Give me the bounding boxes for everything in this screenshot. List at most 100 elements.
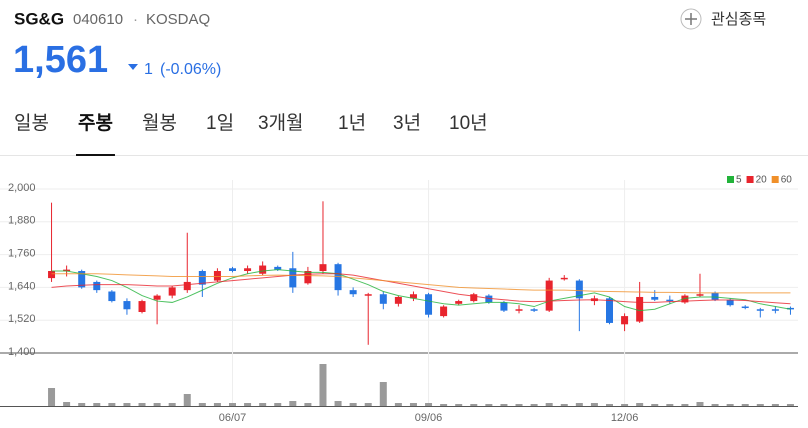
- legend-swatch: [746, 176, 754, 183]
- plus-icon: [685, 13, 697, 25]
- volume-bar: [621, 404, 629, 406]
- volume-bar: [63, 402, 71, 406]
- candle-body: [379, 294, 387, 304]
- volume-bar: [786, 404, 794, 406]
- volume-bar: [409, 403, 417, 406]
- tab[interactable]: 주봉: [78, 112, 113, 134]
- candle-body: [636, 296, 644, 322]
- x-tick-label: 12/06: [611, 412, 639, 424]
- candle-body: [108, 291, 116, 302]
- down-arrow: [128, 64, 138, 70]
- volume-bar: [198, 403, 206, 406]
- candle-body: [93, 281, 101, 291]
- watch-label: 관심종목: [711, 11, 766, 28]
- candle-body: [289, 268, 297, 288]
- x-tick-label: 06/07: [219, 412, 247, 424]
- volume-bar: [108, 403, 116, 406]
- volume-bar: [244, 403, 252, 406]
- candle-body: [394, 296, 402, 304]
- volume-bar: [394, 403, 402, 406]
- tab[interactable]: 월봉: [142, 112, 177, 134]
- volume-bar: [349, 403, 357, 406]
- legend-label: 5: [736, 175, 742, 186]
- volume-bar: [93, 403, 101, 406]
- volume-bar: [213, 403, 221, 406]
- tab[interactable]: 10년: [449, 112, 488, 134]
- candle-body: [364, 294, 372, 296]
- volume-bar: [590, 403, 598, 406]
- volume-bar: [636, 403, 644, 406]
- candle-body: [666, 299, 674, 302]
- candle-body: [726, 299, 734, 306]
- candle-body: [470, 294, 478, 302]
- candle-body: [274, 266, 282, 270]
- volume-bar: [274, 403, 282, 406]
- volume-bar: [425, 403, 433, 406]
- candle-body: [63, 269, 71, 272]
- watch-button[interactable]: 관심종목: [680, 8, 766, 30]
- moving-average: [51, 273, 791, 305]
- tab[interactable]: 3년: [393, 112, 421, 134]
- market: KOSDAQ: [146, 11, 210, 28]
- candle-body: [153, 295, 161, 300]
- candle-body: [530, 309, 538, 311]
- candle-body: [455, 301, 463, 304]
- candle-body: [123, 301, 131, 310]
- candle-body: [138, 301, 146, 312]
- volume-bar: [560, 404, 568, 406]
- volume-bar: [78, 403, 86, 406]
- candle-body: [606, 298, 613, 323]
- y-tick-label: 2,000: [8, 182, 36, 194]
- candle-body: [440, 306, 448, 317]
- candle-body: [485, 295, 493, 303]
- legend-label: 20: [756, 175, 768, 186]
- volume-bar: [575, 403, 583, 406]
- candle-body: [786, 307, 794, 310]
- change-pct: (-0.06%): [160, 61, 221, 78]
- stock-name: SG&G: [14, 9, 64, 28]
- candle-body: [198, 271, 206, 285]
- volume-bar: [756, 404, 764, 406]
- separator: ·: [133, 11, 138, 28]
- moving-average: [51, 273, 791, 294]
- change: 1: [144, 61, 153, 78]
- volume-bar: [726, 404, 734, 406]
- volume-bar: [364, 403, 372, 406]
- volume-bar: [319, 364, 327, 406]
- volume-bar: [485, 404, 493, 406]
- volume-bar: [771, 404, 779, 406]
- tab[interactable]: 1년: [338, 112, 366, 134]
- candle-body: [259, 265, 267, 274]
- volume-bar: [138, 403, 146, 406]
- legend-swatch: [727, 176, 734, 183]
- volume-bar: [681, 404, 689, 406]
- y-tick-label: 1,880: [8, 215, 36, 227]
- tab[interactable]: 일봉: [14, 112, 49, 134]
- candle-body: [771, 309, 779, 311]
- volume-bar: [440, 404, 448, 406]
- candle-body: [681, 295, 689, 303]
- volume-bar: [334, 401, 342, 406]
- candle-body: [349, 290, 357, 295]
- candle-body: [409, 294, 417, 299]
- candle-body: [575, 280, 583, 299]
- candle-body: [304, 271, 312, 284]
- tab[interactable]: 1일: [206, 112, 234, 134]
- legend-swatch: [771, 176, 779, 183]
- volume-bar: [696, 402, 704, 406]
- candle-body: [319, 264, 327, 271]
- candle-body: [168, 287, 176, 296]
- volume-bar: [545, 403, 553, 406]
- volume-bar: [666, 404, 674, 406]
- candle-body: [334, 264, 342, 291]
- tab[interactable]: 3개월: [258, 112, 304, 134]
- candle-body: [48, 271, 56, 279]
- volume-bar: [168, 403, 176, 406]
- volume-bar: [606, 404, 613, 406]
- volume-bar: [153, 403, 161, 406]
- volume-bar: [259, 403, 267, 406]
- candle-body: [515, 309, 523, 311]
- volume-bar: [289, 401, 297, 406]
- candle-body: [696, 294, 704, 296]
